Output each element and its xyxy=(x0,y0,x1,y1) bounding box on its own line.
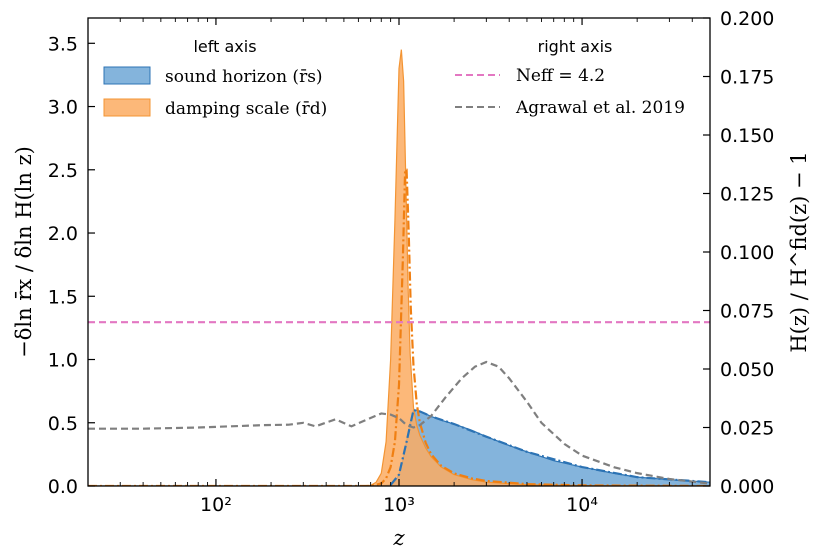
y-right-tick-label: 0.100 xyxy=(720,242,774,264)
legend-left: left axis sound horizon (r̄s) damping sc… xyxy=(103,37,327,119)
legend-right-title: right axis xyxy=(538,37,613,56)
y-left-tick-label: 3.5 xyxy=(48,33,78,55)
legend-right: right axis Neff = 4.2 Agrawal et al. 201… xyxy=(455,37,685,118)
series-line-sound-horizon-dashdot xyxy=(389,408,710,486)
legend-label-agrawal: Agrawal et al. 2019 xyxy=(515,98,685,118)
series-area-damping-scale xyxy=(88,49,710,486)
x-axis-label: z xyxy=(392,526,405,550)
legend-label-sound-horizon: sound horizon (r̄s) xyxy=(165,67,323,87)
y-right-tick-label: 0.200 xyxy=(720,8,774,30)
x-tick-label: 10² xyxy=(200,494,232,516)
y-axis-left-label: −δln r̄x / δln H(ln z) xyxy=(12,146,36,358)
y-left-tick-label: 2.0 xyxy=(48,223,78,245)
y-right-tick-label: 0.000 xyxy=(720,476,774,498)
y-left-tick-label: 0.5 xyxy=(48,413,78,435)
y-right-tick-label: 0.050 xyxy=(720,359,774,381)
y-right-tick-label: 0.075 xyxy=(720,301,774,323)
y-right-tick-label: 0.125 xyxy=(720,184,774,206)
series-line-damping-scale-dashdot xyxy=(88,168,710,486)
x-tick-label: 10³ xyxy=(383,494,415,516)
y-left-tick-label: 3.0 xyxy=(48,97,78,119)
legend-left-title: left axis xyxy=(193,37,256,56)
y-left-tick-label: 0.0 xyxy=(48,476,78,498)
y-left-tick-label: 1.0 xyxy=(48,350,78,372)
labels-layer: 10² 10³ 10⁴ 0.0 0.5 1.0 1.5 2.0 2.5 3.0 3.5 0.000 0.… xyxy=(48,8,775,516)
x-tick-label: 10⁴ xyxy=(566,494,598,516)
y-right-tick-label: 0.025 xyxy=(720,418,774,440)
y-left-tick-label: 2.5 xyxy=(48,160,78,182)
y-left-tick-label: 1.5 xyxy=(48,286,78,308)
series-layer xyxy=(88,49,710,486)
legend-label-neff: Neff = 4.2 xyxy=(516,66,605,86)
ticks-layer xyxy=(87,17,711,487)
legend-swatch-sound-horizon xyxy=(103,66,151,85)
y-right-tick-label: 0.150 xyxy=(720,125,774,147)
y-right-tick-label: 0.175 xyxy=(720,67,774,89)
legend-swatch-damping-scale xyxy=(103,98,151,117)
legend-label-damping-scale: damping scale (r̄d) xyxy=(165,99,327,119)
series-line-agrawal xyxy=(88,360,710,485)
y-axis-right-label: H(z) / H^fid(z) − 1 xyxy=(787,151,811,352)
